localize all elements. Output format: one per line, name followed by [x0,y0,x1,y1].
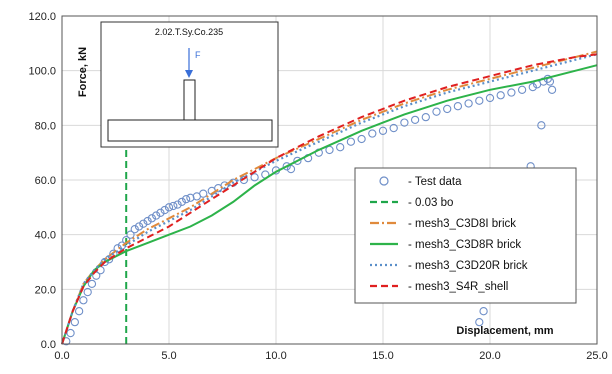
test-data-point [66,328,75,338]
test-data-point [485,93,495,103]
legend-label: - Test data [408,176,462,188]
plot-frame [61,15,598,345]
force-arrow-head [185,70,193,78]
test-data-point [250,173,259,182]
x-tick-label: 25.0 [586,350,607,362]
y-tick-label: 20.0 [35,284,56,296]
inset-plate [107,119,273,142]
test-data-point [475,96,484,105]
test-data-point [286,164,296,174]
test-data-point [547,85,557,94]
test-data-point [537,121,546,130]
test-data-point [160,205,169,215]
test-data-point [325,145,334,155]
test-data-point [453,102,463,111]
test-data-point [282,162,291,171]
x-tick-label: 15.0 [372,350,393,362]
test-data-point [186,193,195,202]
y-axis-title: Force, kN [77,47,89,97]
x-tick-label: 5.0 [161,350,176,362]
test-data-point [177,197,186,207]
test-data-point [181,194,191,204]
y-tick-label: 120.0 [28,11,56,23]
legend-label: - mesh3_C3D8I brick [408,218,516,230]
test-data-point [496,91,505,100]
test-data-point [443,104,452,114]
test-data-point [79,296,88,305]
legend-box [354,167,577,304]
test-data-point [479,307,488,316]
test-data-point [169,201,178,211]
inset-diagram: 2.02.T.Sy.Co.235 F [100,21,279,148]
series-4-line [60,53,598,345]
test-data-point [239,175,249,185]
test-data-point [139,219,148,228]
test-data-point [134,222,144,231]
test-data-point [346,137,356,146]
series-layer [60,50,598,346]
legend-label: - 0.03 bo [408,197,453,209]
test-data-point [164,203,174,212]
series-0-markers [62,74,557,346]
test-data-point [173,200,182,209]
legend-label: - mesh3_S4R_shell [408,281,508,293]
test-data-point [130,225,139,234]
inset-title: 2.02.T.Sy.Co.235 [155,27,223,37]
x-tick-labels: 0.0 5.0 10.0 15.0 20.0 25.0 [54,350,607,362]
test-data-point [147,214,157,223]
y-tick-label: 80.0 [35,120,56,132]
test-data-point [199,189,208,198]
y-tick-label: 100.0 [28,66,56,78]
test-data-point [507,88,516,97]
test-data-point [378,126,388,135]
test-data-point [389,123,398,133]
test-data-point [152,211,161,220]
test-data-point [357,134,366,144]
test-data-point [368,129,377,138]
test-data-point [70,317,79,327]
test-data-point [410,115,420,125]
test-data-point [126,230,135,239]
test-data-point [87,279,97,289]
x-tick-label: 20.0 [479,350,500,362]
inset-stem [183,79,196,121]
test-data-point [400,118,409,127]
x-axis-title: Displacement, mm [456,325,553,337]
test-data-point [336,143,345,152]
series-5-line [61,53,598,345]
legend-label: - mesh3_C3D8R brick [408,239,521,251]
test-data-point [83,287,92,297]
y-tick-label: 40.0 [35,230,56,242]
x-tick-label: 10.0 [265,350,286,362]
force-label: F [195,50,201,60]
test-data-point [421,112,430,122]
test-data-point [517,85,527,94]
y-tick-labels: 0.0 20.0 40.0 60.0 80.0 100.0 120.0 [28,11,56,351]
test-data-point [74,307,84,316]
y-tick-label: 0.0 [41,339,56,351]
legend-label: - mesh3_C3D20R brick [408,260,528,272]
test-data-point [464,99,473,108]
test-data-point [475,317,484,327]
test-data-point [156,208,165,217]
y-tick-label: 60.0 [35,175,56,187]
test-data-point [143,216,152,226]
test-data-point [293,156,302,166]
legend: - Test data - 0.03 bo - mesh3_C3D8I brick -… [354,167,577,304]
test-data-point [432,107,441,116]
test-data-point [528,82,537,92]
x-tick-label: 0.0 [54,350,69,362]
legend-marker [379,176,389,186]
